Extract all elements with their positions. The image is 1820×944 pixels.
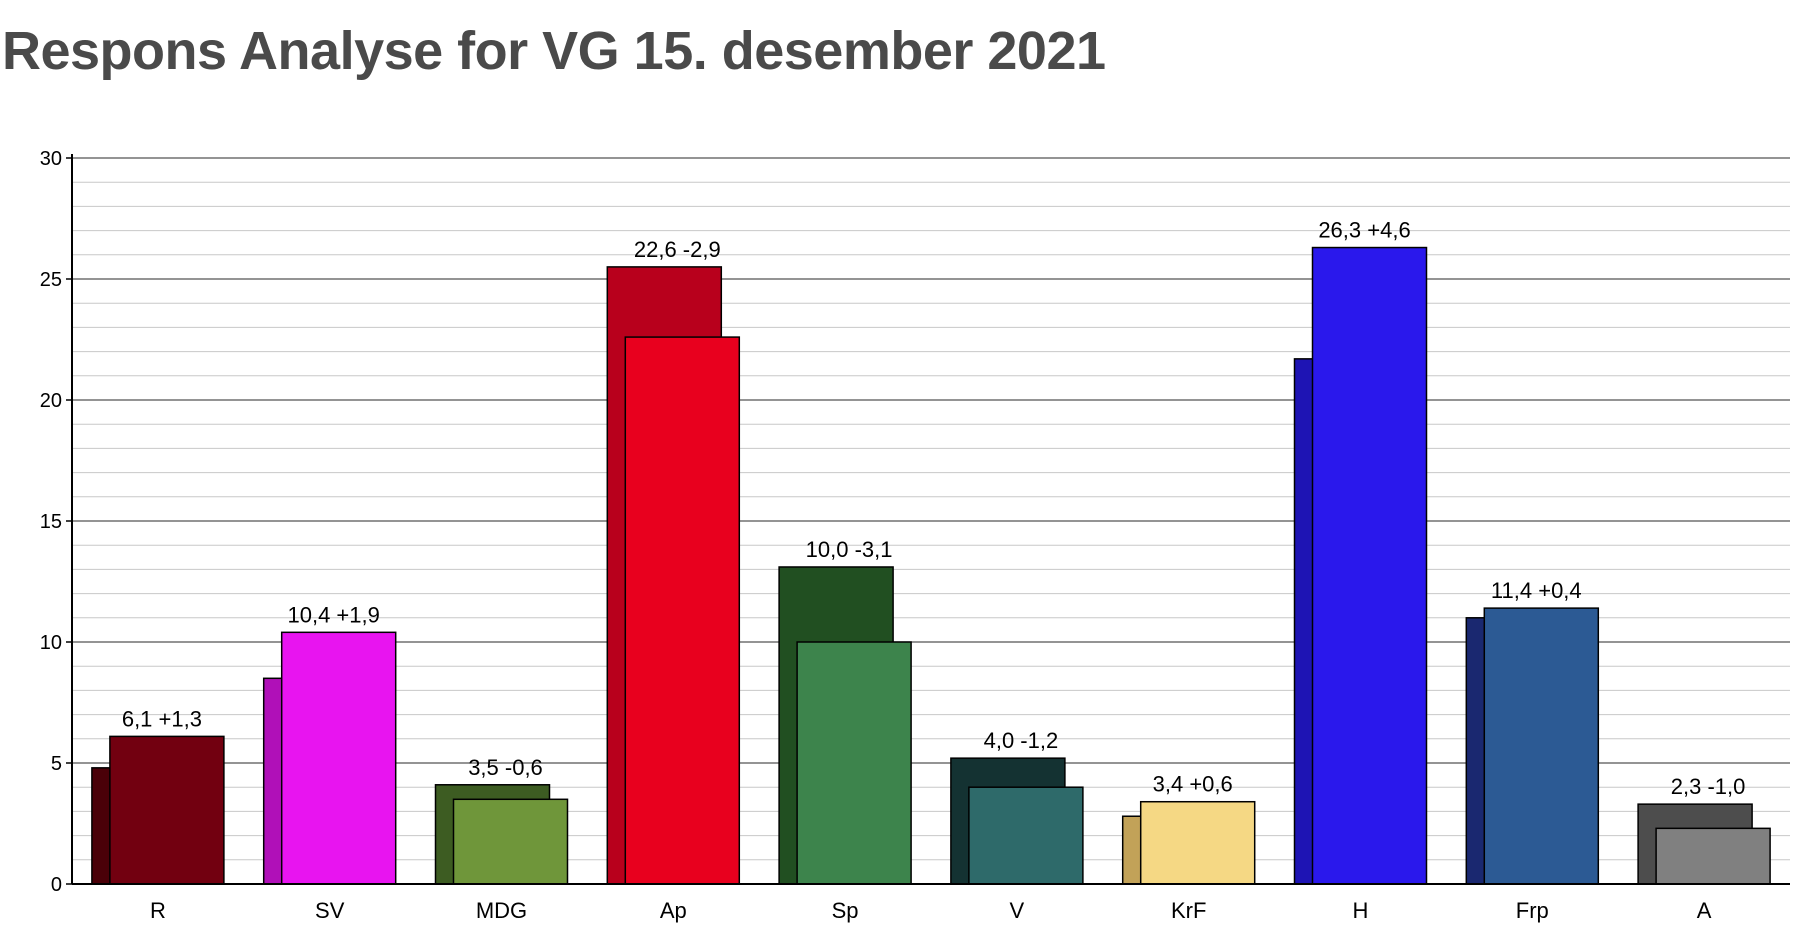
y-tick-label: 30 xyxy=(40,148,62,170)
y-tick-label: 15 xyxy=(40,511,62,533)
data-label-h: 26,3 +4,6 xyxy=(1318,218,1410,243)
y-tick-label: 20 xyxy=(40,390,62,412)
bar-current-sv xyxy=(280,631,397,885)
data-label-r: 6,1 +1,3 xyxy=(122,706,202,731)
data-label-ap: 22,6 -2,9 xyxy=(634,237,721,262)
y-tick-label: 10 xyxy=(40,632,62,654)
bar-current-sp xyxy=(796,641,912,885)
y-tick-label: 25 xyxy=(40,269,62,291)
data-label-sp: 10,0 -3,1 xyxy=(806,537,893,562)
category-label-r: R xyxy=(150,898,166,923)
bar-current-mdg xyxy=(452,798,569,885)
data-label-a: 2,3 -1,0 xyxy=(1671,774,1746,799)
bar-current-h xyxy=(1311,246,1428,885)
bar-current-a xyxy=(1655,827,1771,885)
category-label-sp: Sp xyxy=(832,898,859,923)
category-label-krf: KrF xyxy=(1171,898,1206,923)
data-label-v: 4,0 -1,2 xyxy=(984,728,1059,753)
data-label-frp: 11,4 +0,4 xyxy=(1491,578,1582,603)
y-tick-label: 0 xyxy=(51,874,62,896)
bar-current-ap xyxy=(624,336,741,885)
data-label-mdg: 3,5 -0,6 xyxy=(468,755,543,780)
y-tick-label: 5 xyxy=(51,753,62,775)
category-label-v: V xyxy=(1010,898,1025,923)
data-label-sv: 10,4 +1,9 xyxy=(288,602,380,627)
category-label-sv: SV xyxy=(315,898,345,923)
bar-current-frp xyxy=(1483,607,1600,885)
bar-current-r xyxy=(109,735,225,885)
data-label-krf: 3,4 +0,6 xyxy=(1153,772,1233,797)
category-label-ap: Ap xyxy=(660,898,687,923)
category-label-frp: Frp xyxy=(1516,898,1549,923)
category-label-a: A xyxy=(1697,898,1712,923)
category-label-mdg: MDG xyxy=(476,898,527,923)
bar-current-krf xyxy=(1139,800,1256,885)
category-label-h: H xyxy=(1353,898,1369,923)
bar-current-v xyxy=(968,786,1084,885)
page-title: Respons Analyse for VG 15. desember 2021 xyxy=(2,21,1106,81)
